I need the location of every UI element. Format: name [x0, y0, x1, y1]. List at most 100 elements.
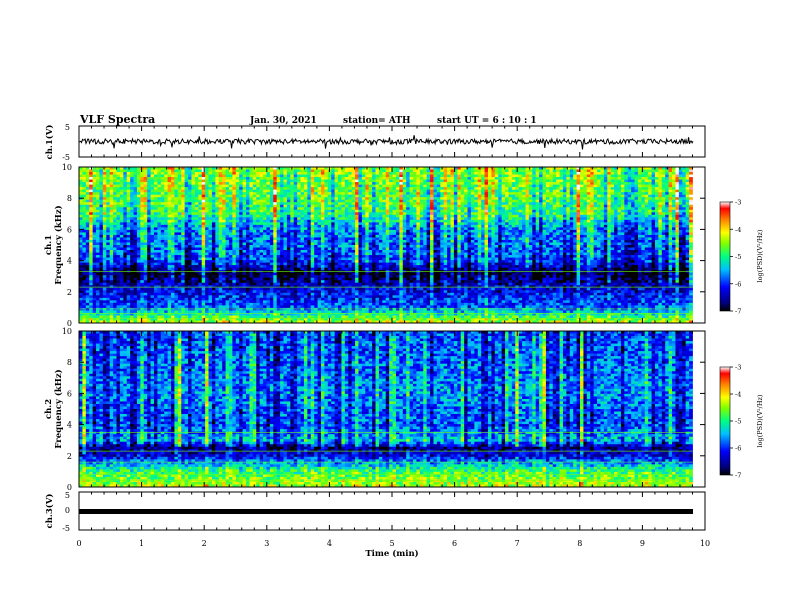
- ch1-spectrogram-cell: [143, 174, 148, 178]
- ch1-spectrogram-cell: [470, 177, 475, 180]
- ch1-spectrogram-cell: [552, 224, 557, 228]
- ch1-spectrogram-cell: [293, 207, 298, 211]
- ch1-spectrogram-cell: [222, 202, 226, 206]
- ch1-spectrogram-cell: [654, 197, 659, 201]
- ch1-spectrogram-cell: [269, 202, 274, 206]
- ch1-spectrogram-cell: [106, 207, 111, 211]
- ch1-spectrogram-cell: [620, 189, 625, 193]
- ch1-spectrogram-cell: [303, 194, 308, 198]
- ch1-spectrogram-cell: [324, 234, 329, 238]
- ch1-spectrogram-cell: [293, 219, 298, 223]
- ch1-spectrogram-cell: [256, 169, 261, 173]
- ch1-spectrogram-cell: [505, 222, 509, 226]
- ch1-spectrogram-cell: [494, 207, 499, 211]
- ch1-spectrogram-cell: [167, 214, 172, 218]
- ch1-spectrogram-cell: [552, 212, 557, 216]
- ch1-spectrogram-cell: [269, 229, 274, 233]
- ch1-spectrogram-cell: [174, 217, 179, 221]
- ch1-spectrogram-cell: [327, 189, 332, 193]
- ch1-spectrogram-cell: [515, 217, 520, 221]
- ch1-spectrogram-cell: [518, 172, 523, 175]
- ch1-spectrogram-cell: [457, 194, 462, 198]
- ch1-spectrogram-cell: [549, 179, 554, 183]
- ch1-spectrogram-cell: [610, 214, 615, 218]
- ch1-spectrogram-cell: [351, 227, 356, 231]
- ch1-spectrogram-cell: [310, 167, 315, 170]
- ch1-spectrogram-cell: [375, 192, 380, 196]
- ch1-spectrogram-cell: [123, 199, 128, 203]
- ch1-spectrogram-cell: [327, 217, 332, 221]
- ch1-spectrogram-cell: [648, 187, 652, 191]
- ch1-spectrogram-cell: [116, 232, 121, 236]
- ch1-spectrogram-cell: [157, 197, 162, 201]
- ch1-spectrogram-cell: [225, 182, 230, 186]
- ch1-spectrogram-cell: [501, 187, 506, 191]
- ch1-spectrogram-cell: [552, 197, 557, 201]
- ch1-spectrogram-cell: [136, 179, 141, 183]
- ch1-spectrogram-cell: [355, 194, 359, 198]
- ch1-spectrogram-cell: [481, 192, 485, 196]
- ch1-spectrogram-cell: [259, 212, 264, 216]
- ch1-spectrogram-cell: [351, 229, 356, 233]
- ch1-spectrogram-cell: [222, 182, 226, 186]
- ch1-spectrogram-cell: [658, 227, 663, 231]
- ch1-spectrogram-cell: [661, 182, 666, 186]
- ch1-spectrogram-cell: [123, 222, 128, 226]
- ch1-spectrogram-cell: [539, 214, 543, 218]
- ch1-spectrogram-cell: [685, 222, 690, 226]
- ch1-spectrogram-cell: [607, 227, 612, 231]
- ch1-spectrogram-cell: [539, 232, 543, 236]
- ch1-spectrogram-cell: [494, 234, 499, 238]
- ch1-spectrogram-cell: [532, 189, 537, 193]
- ch1-spectrogram-cell: [177, 197, 182, 201]
- ch1-spectrogram-cell: [481, 229, 485, 233]
- ch1-spectrogram-cell: [511, 169, 516, 173]
- ch1-spectrogram-cell: [181, 187, 186, 191]
- ch1-spectrogram-cell: [600, 209, 605, 213]
- ch1-spectrogram-cell: [338, 172, 342, 175]
- ch1-spectrogram-cell: [665, 182, 670, 186]
- ch1-spectrogram-cell: [440, 172, 445, 175]
- ch1-spectrogram-cell: [133, 187, 138, 191]
- ch1-spectrogram-cell: [320, 189, 325, 193]
- ch1-spectrogram-cell: [324, 224, 329, 228]
- ch1-spectrogram-cell: [143, 182, 148, 186]
- ch1-spectrogram-cell: [188, 199, 192, 203]
- ch1-spectrogram-cell: [157, 219, 162, 223]
- ch1-spectrogram-cell: [511, 202, 516, 206]
- ch1-spectrogram-cell: [205, 167, 209, 170]
- ch1-spectrogram-cell: [283, 232, 288, 236]
- ch1-spectrogram-cell: [522, 222, 526, 226]
- ch1-spectrogram-cell: [263, 204, 267, 208]
- ch1-spectrogram-cell: [498, 182, 503, 186]
- ch1-spectrogram-cell: [634, 227, 639, 231]
- ch1-spectrogram-cell: [283, 184, 288, 188]
- ch1-spectrogram-cell: [481, 207, 485, 211]
- ch1-spectrogram-cell: [276, 204, 281, 208]
- ch1-spectrogram-cell: [406, 194, 410, 198]
- ch1-spectrogram-cell: [303, 199, 308, 203]
- ch1-spectrogram-cell: [566, 217, 571, 221]
- ch1-spectrogram-cell: [614, 209, 618, 213]
- ch1-spectrogram-cell: [542, 227, 547, 231]
- ch1-spectrogram-cell: [290, 192, 295, 196]
- ch1-spectrogram-cell: [556, 212, 560, 216]
- ch1-spectrogram-cell: [433, 229, 438, 233]
- ch1-spectrogram-cell: [228, 229, 233, 233]
- ch1-spectrogram-cell: [215, 184, 220, 188]
- ch1-spectrogram-cell: [436, 219, 441, 223]
- ch1-spectrogram-cell: [205, 219, 209, 223]
- ch1-spectrogram-cell: [566, 224, 571, 228]
- ch1-spectrogram-cell: [402, 229, 407, 233]
- ch1-spectrogram-cell: [378, 212, 383, 216]
- ch1-spectrogram-cell: [450, 194, 455, 198]
- ch1-spectrogram-cell: [157, 227, 162, 231]
- ch1-spectrogram-cell: [395, 229, 400, 233]
- ch1-spectrogram-cell: [133, 224, 138, 228]
- ch1-spectrogram-cell: [501, 169, 506, 173]
- ch1-spectrogram-cell: [559, 172, 564, 175]
- ch1-spectrogram-cell: [498, 174, 503, 178]
- ch1-spectrogram-cell: [470, 214, 475, 218]
- ch1-spectrogram-cell: [658, 194, 663, 198]
- ch1-spectrogram-cell: [235, 169, 240, 173]
